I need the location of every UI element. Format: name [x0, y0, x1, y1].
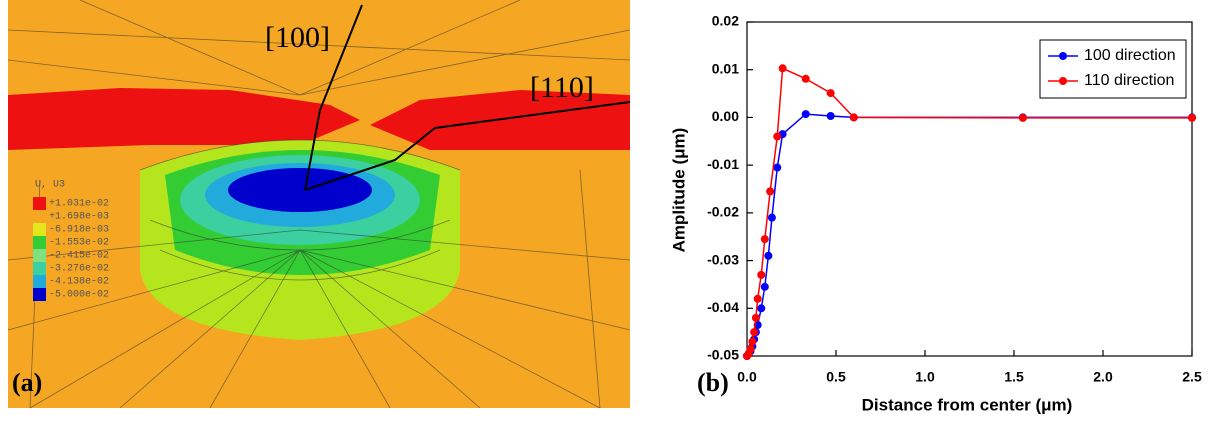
legend-marker: [1059, 52, 1067, 60]
x-tick-label: 2.5: [1182, 369, 1202, 385]
fem-legend-label: -2.415e-02: [49, 251, 109, 262]
fem-legend-labels: +1.031e-02 +1.698e-03 -6.918e-03 -1.553e-02…: [49, 199, 109, 301]
data-point: [746, 344, 755, 353]
x-tick-label: 0.5: [826, 369, 846, 385]
data-point: [753, 294, 762, 303]
data-point: [750, 328, 759, 337]
y-tick-label: 0.01: [712, 60, 739, 76]
fem-legend-label: +1.698e-03: [49, 212, 109, 223]
x-tick-label: 1.0: [915, 369, 935, 385]
swatch: [33, 210, 46, 223]
swatch: [33, 223, 46, 236]
y-tick-label: -0.04: [707, 299, 739, 315]
fem-panel: [100] [110] U, U3 +1.031e-02 +1.698e-03 -6…: [7, 0, 631, 409]
y-tick-label: -0.02: [707, 204, 739, 220]
legend-box: [1039, 39, 1187, 99]
swatch: [33, 249, 46, 262]
data-point: [826, 111, 835, 120]
fem-legend-swatches: [33, 197, 46, 301]
fem-legend-label: -1.553e-02: [49, 238, 109, 249]
swatch: [33, 236, 46, 249]
legend-label: 100 direction: [1084, 47, 1176, 64]
data-point: [801, 74, 810, 83]
fem-legend-label: +1.031e-02: [49, 199, 109, 210]
direction-line: [304, 4, 363, 191]
plot-frame: [746, 21, 1193, 357]
data-point: [748, 337, 757, 346]
swatch: [33, 275, 46, 288]
data-point: [757, 304, 766, 313]
series-line: [746, 113, 1192, 357]
fem-legend-label: -4.138e-02: [49, 277, 109, 288]
x-tick-label: 2.0: [1093, 369, 1113, 385]
x-tick-label: 0.0: [737, 369, 757, 385]
data-point: [764, 251, 773, 260]
series-line: [746, 67, 1192, 357]
data-point: [751, 313, 760, 322]
panel-label: (a): [12, 368, 42, 397]
data-point: [801, 110, 810, 119]
y-axis-title: Amplitude (μm): [669, 128, 688, 253]
panel-label: (b): [697, 368, 729, 397]
swatch: [33, 288, 46, 301]
data-point: [1018, 113, 1027, 122]
y-tick-label: 0.00: [712, 108, 739, 124]
legend-label: 110 direction: [1084, 72, 1174, 89]
fem-legend-label: -6.918e-03: [49, 225, 109, 236]
swatch: [33, 262, 46, 275]
fem-legend-label: -3.276e-02: [49, 264, 109, 275]
y-tick-label: -0.01: [707, 156, 739, 172]
data-point: [766, 187, 775, 196]
data-point: [767, 213, 776, 222]
y-tick-label: -0.03: [707, 251, 739, 267]
y-tick-label: -0.05: [707, 347, 739, 363]
data-point: [849, 113, 858, 122]
legend-marker: [1059, 77, 1067, 85]
fem-red-zone: [8, 88, 360, 150]
swatch: [33, 197, 46, 210]
data-point: [757, 270, 766, 279]
data-point: [1188, 113, 1196, 122]
data-point: [773, 132, 782, 141]
data-point: [773, 163, 782, 172]
direction-label: [110]: [530, 71, 594, 104]
data-point: [760, 282, 769, 291]
direction-line: [304, 101, 631, 191]
x-tick-label: 1.5: [1004, 369, 1024, 385]
data-point: [778, 64, 787, 73]
x-axis-title: Distance from center (μm): [862, 395, 1073, 414]
fem-legend-title: U, U3: [35, 180, 65, 191]
y-tick-label: 0.02: [712, 13, 739, 29]
fem-legend-label: -5.000e-02: [49, 290, 109, 301]
data-point: [760, 235, 769, 244]
data-point: [826, 89, 835, 98]
direction-label: [100]: [265, 21, 330, 54]
